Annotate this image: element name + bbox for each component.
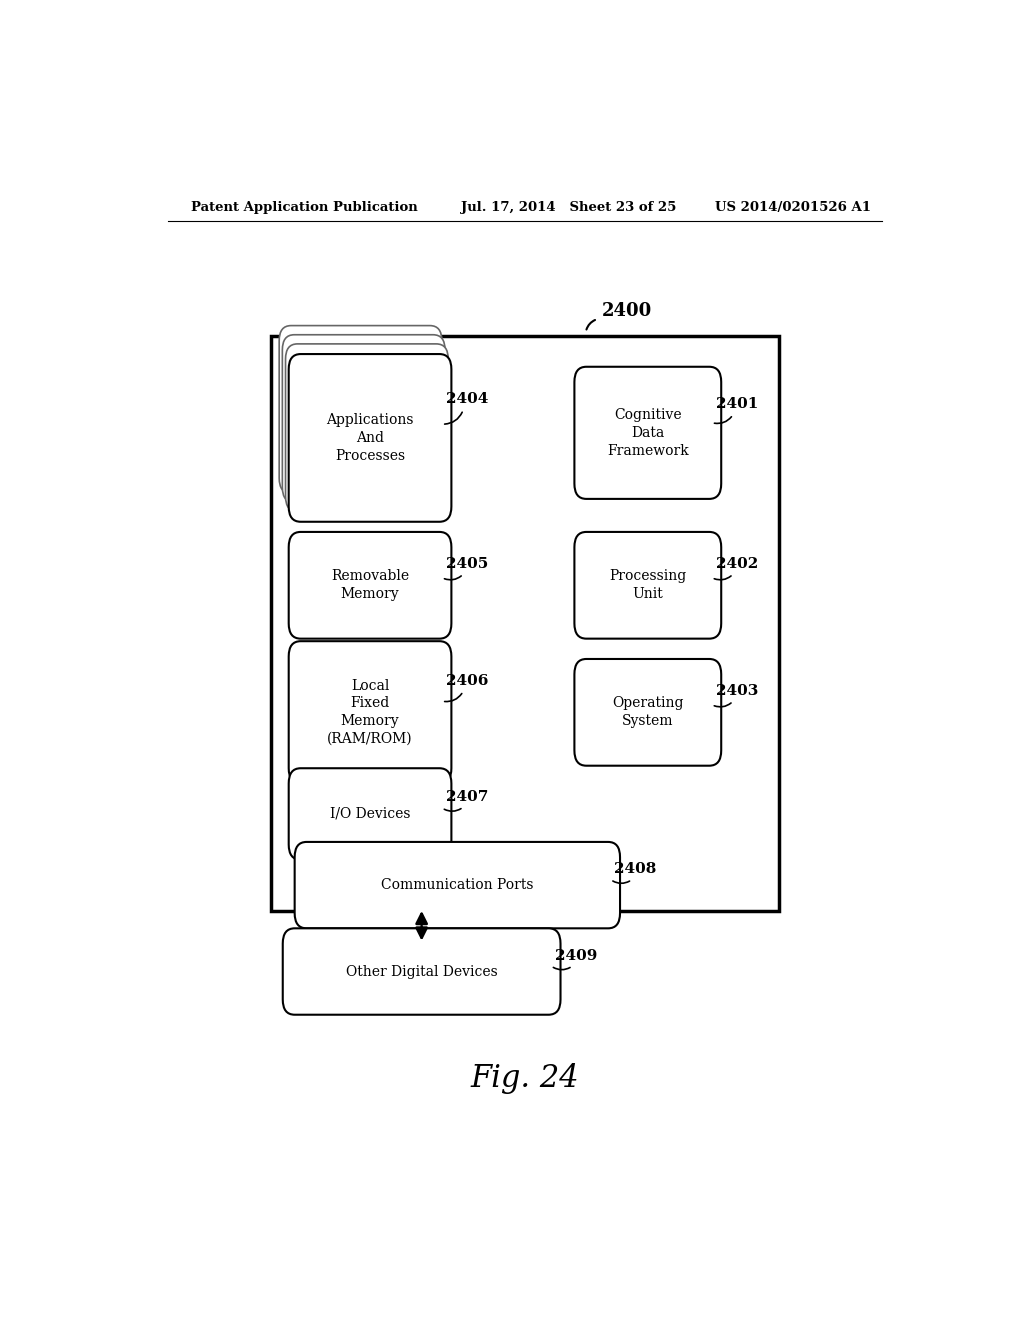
Text: 2407: 2407 bbox=[445, 789, 488, 804]
Text: 2404: 2404 bbox=[445, 392, 488, 407]
FancyBboxPatch shape bbox=[280, 326, 442, 494]
FancyBboxPatch shape bbox=[289, 532, 452, 639]
Text: Operating
System: Operating System bbox=[612, 697, 684, 729]
Text: Patent Application Publication: Patent Application Publication bbox=[191, 201, 418, 214]
Text: Processing
Unit: Processing Unit bbox=[609, 569, 686, 601]
FancyBboxPatch shape bbox=[574, 532, 721, 639]
Text: I/O Devices: I/O Devices bbox=[330, 807, 411, 821]
FancyBboxPatch shape bbox=[283, 928, 560, 1015]
Text: 2402: 2402 bbox=[716, 557, 758, 572]
Text: 2401: 2401 bbox=[716, 397, 758, 412]
FancyBboxPatch shape bbox=[283, 335, 445, 503]
FancyBboxPatch shape bbox=[574, 367, 721, 499]
Text: 2405: 2405 bbox=[445, 557, 488, 572]
FancyBboxPatch shape bbox=[289, 642, 452, 784]
FancyBboxPatch shape bbox=[574, 659, 721, 766]
Text: 2403: 2403 bbox=[716, 684, 758, 698]
Text: US 2014/0201526 A1: US 2014/0201526 A1 bbox=[715, 201, 871, 214]
Text: 2409: 2409 bbox=[555, 949, 597, 962]
FancyBboxPatch shape bbox=[289, 768, 452, 859]
FancyBboxPatch shape bbox=[286, 345, 449, 512]
Text: Jul. 17, 2014   Sheet 23 of 25: Jul. 17, 2014 Sheet 23 of 25 bbox=[461, 201, 677, 214]
Text: Cognitive
Data
Framework: Cognitive Data Framework bbox=[607, 408, 689, 458]
Text: 2400: 2400 bbox=[602, 302, 652, 319]
Text: 2408: 2408 bbox=[614, 862, 656, 876]
Text: Removable
Memory: Removable Memory bbox=[331, 569, 410, 601]
Text: Fig. 24: Fig. 24 bbox=[470, 1063, 580, 1094]
Text: 2406: 2406 bbox=[445, 675, 488, 688]
FancyBboxPatch shape bbox=[270, 337, 779, 911]
Text: Other Digital Devices: Other Digital Devices bbox=[346, 965, 498, 978]
FancyBboxPatch shape bbox=[295, 842, 620, 928]
FancyBboxPatch shape bbox=[289, 354, 452, 521]
Text: Applications
And
Processes: Applications And Processes bbox=[327, 413, 414, 463]
Text: Communication Ports: Communication Ports bbox=[381, 878, 534, 892]
Text: Local
Fixed
Memory
(RAM/ROM): Local Fixed Memory (RAM/ROM) bbox=[328, 678, 413, 746]
